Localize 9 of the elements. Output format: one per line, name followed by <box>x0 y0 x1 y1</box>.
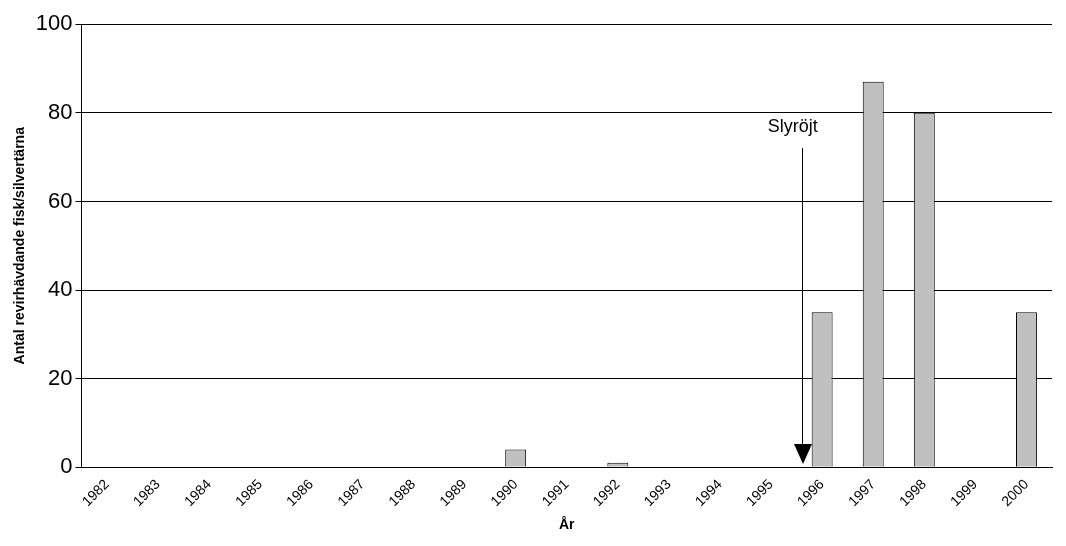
y-tick-label: 0 <box>60 453 73 479</box>
y-tick-label: 40 <box>48 276 73 302</box>
y-axis-title: Antal revirhävdande fisk/silvertärna <box>11 126 28 365</box>
y-tick-label: 20 <box>48 364 73 390</box>
x-axis-title: År <box>558 516 576 533</box>
y-tick-label: 80 <box>48 98 73 124</box>
y-tick-label: 60 <box>48 187 73 213</box>
annotation: Slyröjt <box>767 115 818 136</box>
y-tick-label: 100 <box>35 10 73 36</box>
